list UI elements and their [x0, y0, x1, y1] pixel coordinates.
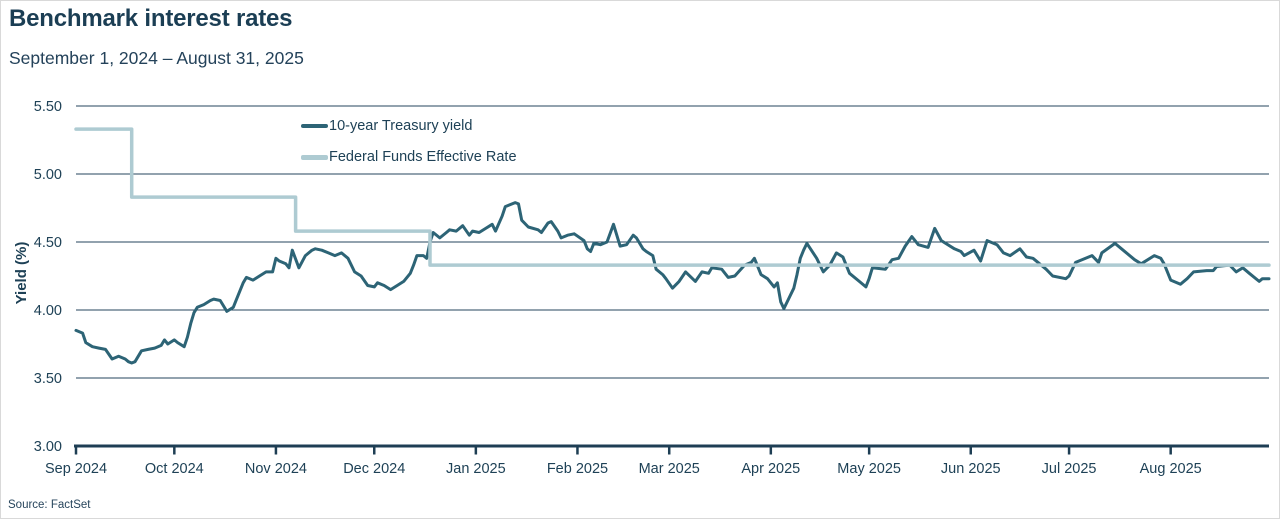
- fed-funds-line-swatch: [301, 154, 328, 160]
- legend-label-fed-funds: Federal Funds Effective Rate: [329, 149, 517, 165]
- treasury-yield-line: [74, 201, 1271, 365]
- y-axis-tick-label: 4.00: [34, 303, 62, 319]
- x-axis-tick-label: Apr 2025: [741, 461, 800, 477]
- page-title: Benchmark interest rates: [9, 5, 293, 32]
- x-axis-tick-label: Jan 2025: [446, 461, 506, 477]
- x-axis-tick-label: Dec 2024: [343, 461, 405, 477]
- x-axis-tick-labels: Sep 2024 Oct 2024 Nov 2024 Dec 2024 Jan 2025…: [45, 461, 1202, 477]
- fed-funds-rate-line: [74, 127, 1271, 267]
- x-axis-tick-label: Nov 2024: [245, 461, 307, 477]
- legend-item-fed-funds: Federal Funds Effective Rate: [301, 146, 517, 168]
- treasury-line-swatch: [301, 124, 328, 128]
- x-axis-tick-label: Sep 2024: [45, 461, 107, 477]
- x-axis-tick-label: May 2025: [837, 461, 901, 477]
- y-axis-tick-label: 3.50: [34, 371, 62, 387]
- y-axis-tick-label: 4.50: [34, 235, 62, 251]
- y-axis-tick-labels: 5.50 5.00 4.50 4.00 3.50 3.00: [34, 99, 62, 455]
- x-axis-tick-label: Feb 2025: [547, 461, 608, 477]
- y-axis-tick-label: 5.50: [34, 99, 62, 115]
- x-axis-tick-label: Aug 2025: [1140, 461, 1202, 477]
- y-axis-tick-label: 5.00: [34, 167, 62, 183]
- x-axis-tick-label: Mar 2025: [639, 461, 700, 477]
- series-lines: [74, 127, 1271, 365]
- chart-legend: 10-year Treasury yield Federal Funds Eff…: [301, 115, 517, 177]
- x-axis: [74, 444, 1269, 455]
- legend-item-treasury: 10-year Treasury yield: [301, 115, 517, 137]
- x-axis-tick-label: Oct 2024: [145, 461, 204, 477]
- chart-date-range: September 1, 2024 – August 31, 2025: [9, 48, 304, 68]
- y-axis-tick-label: 3.00: [34, 439, 62, 455]
- x-axis-tick-label: Jul 2025: [1042, 461, 1097, 477]
- gridlines: [76, 105, 1269, 379]
- x-axis-tick-label: Jun 2025: [941, 461, 1001, 477]
- source-note: Source: FactSet: [8, 499, 91, 511]
- legend-label-treasury: 10-year Treasury yield: [329, 118, 473, 134]
